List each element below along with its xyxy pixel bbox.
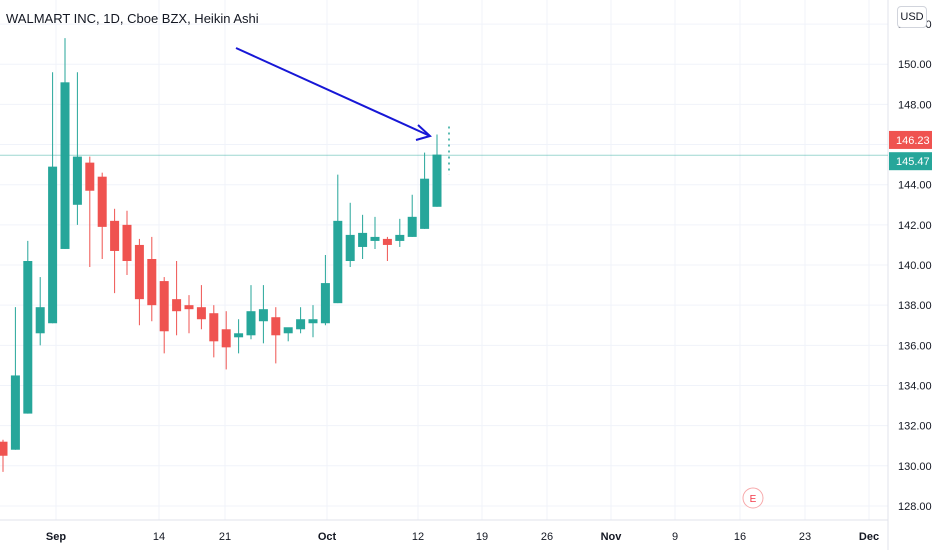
x-tick-label: 26 — [541, 531, 553, 543]
y-tick-label: 128.00 — [898, 501, 932, 513]
hover-price-tag: 146.23 — [889, 130, 932, 149]
y-tick-label: 134.00 — [898, 380, 932, 392]
x-tick-label: Sep — [46, 531, 66, 543]
price-tags: 146.23 145.47 — [0, 126, 932, 175]
candle — [35, 277, 45, 346]
candle — [85, 156, 95, 268]
candle — [72, 72, 82, 225]
last-price-label: 145.47 — [896, 156, 930, 168]
candle — [196, 285, 206, 330]
candle — [122, 210, 132, 276]
candle — [110, 208, 120, 294]
candle — [10, 307, 20, 450]
y-tick-label: 132.00 — [898, 421, 932, 433]
x-tick-label: 19 — [476, 531, 488, 543]
candles — [0, 38, 442, 472]
x-tick-label: 12 — [412, 531, 424, 543]
y-axis-ticks: 152.00150.00148.00146.00144.00142.00140.… — [898, 19, 932, 513]
candle — [172, 261, 182, 336]
candle — [432, 134, 442, 207]
candle — [370, 216, 380, 249]
candle — [159, 277, 169, 354]
trend-arrow[interactable] — [235, 47, 432, 141]
candle — [60, 38, 70, 249]
grid-lines — [0, 0, 888, 520]
y-tick-label: 130.00 — [898, 461, 932, 473]
y-tick-label: 140.00 — [898, 260, 932, 272]
candle — [234, 319, 244, 354]
hover-price-label: 146.23 — [896, 135, 930, 147]
candle — [395, 218, 405, 247]
candle — [358, 214, 368, 259]
candle — [271, 307, 281, 364]
candle — [320, 254, 330, 326]
candle — [308, 305, 318, 338]
candle — [23, 240, 33, 414]
x-tick-label: 16 — [734, 531, 746, 543]
x-tick-label: 23 — [799, 531, 811, 543]
earnings-marker-label: E — [750, 494, 757, 505]
y-tick-label: 138.00 — [898, 300, 932, 312]
candle — [345, 202, 355, 268]
x-tick-label: Oct — [318, 531, 337, 543]
y-tick-label: 148.00 — [898, 99, 932, 111]
y-tick-label: 150.00 — [898, 59, 932, 71]
last-price-tag: 145.47 — [889, 152, 932, 171]
currency-button[interactable]: USD — [897, 6, 927, 28]
x-axis-ticks: Sep 14 21 Oct 12 19 26 Nov 9 16 23 Dec — [46, 531, 879, 543]
axes — [0, 0, 889, 550]
candle — [283, 327, 293, 342]
y-tick-label: 136.00 — [898, 340, 932, 352]
candle — [258, 285, 268, 344]
candle — [48, 72, 58, 324]
candle — [221, 311, 231, 370]
x-tick-label: Nov — [601, 531, 623, 543]
x-tick-label: 14 — [153, 531, 165, 543]
candle — [420, 152, 430, 229]
y-tick-label: 144.00 — [898, 180, 932, 192]
x-tick-label: Dec — [859, 531, 879, 543]
candle — [184, 295, 194, 334]
candle — [246, 285, 256, 340]
earnings-marker[interactable]: E — [742, 487, 764, 509]
candle — [0, 439, 8, 472]
candle — [147, 236, 157, 322]
x-tick-label: 21 — [219, 531, 231, 543]
x-tick-label: 9 — [672, 531, 678, 543]
candle — [407, 194, 417, 237]
candle — [333, 174, 343, 304]
candle — [296, 307, 306, 334]
candle — [209, 305, 219, 358]
candle — [382, 236, 392, 262]
chart-title: WALMART INC, 1D, Cboe BZX, Heikin Ashi — [6, 11, 259, 26]
y-tick-label: 142.00 — [898, 220, 932, 232]
candle — [134, 238, 144, 326]
candle — [97, 172, 107, 259]
